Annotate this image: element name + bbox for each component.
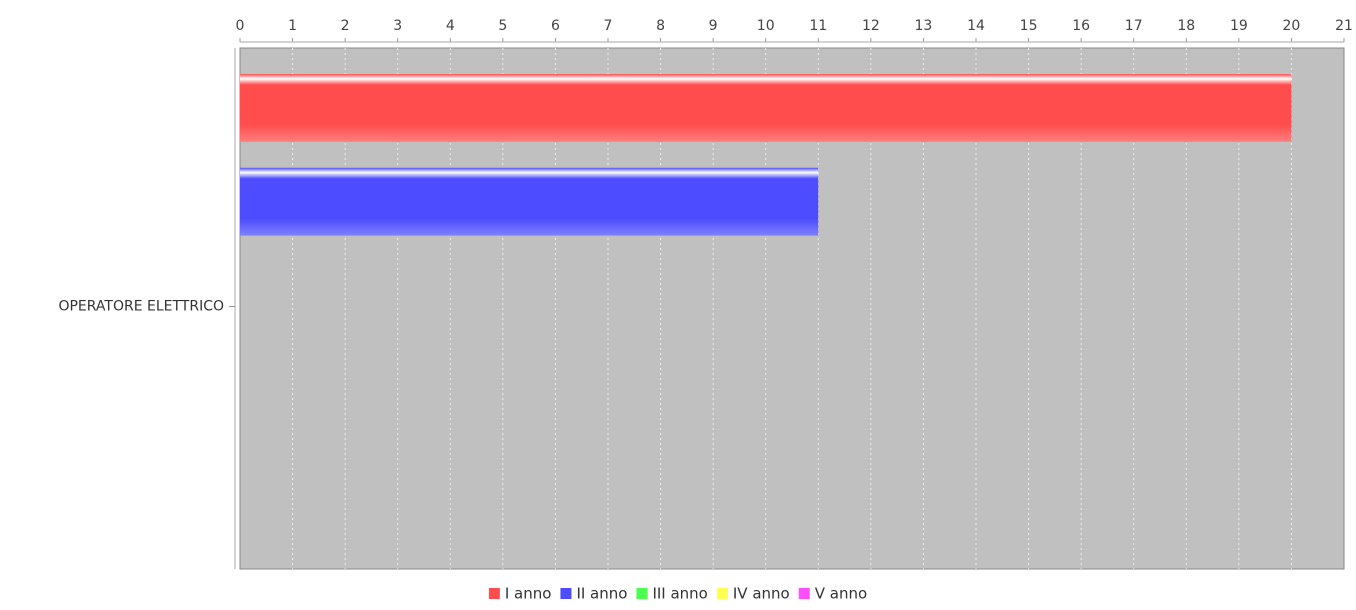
x-tick-label: 21: [1335, 18, 1353, 34]
x-tick-label: 0: [236, 18, 245, 34]
x-tick-label: 10: [757, 18, 775, 34]
x-tick-label: 4: [446, 18, 455, 34]
y-axis-categories: OPERATORE ELETTRICO: [58, 299, 235, 315]
legend-swatch: [798, 588, 810, 599]
legend-swatch: [636, 588, 648, 599]
x-tick-label: 11: [809, 18, 827, 34]
bar-i-anno: [240, 74, 1292, 142]
legend-item: II anno: [560, 585, 627, 603]
bar-ii-anno: [240, 167, 819, 236]
legend-item: V anno: [798, 585, 867, 603]
x-tick-label: 14: [967, 18, 985, 34]
x-tick-label: 7: [604, 18, 613, 34]
x-tick-label: 1: [288, 18, 297, 34]
legend-label: III anno: [652, 585, 707, 603]
x-tick-label: 3: [393, 18, 402, 34]
x-tick-label: 17: [1125, 18, 1143, 34]
x-tick-label: 6: [551, 18, 560, 34]
x-tick-label: 16: [1072, 18, 1090, 34]
x-tick-label: 5: [498, 18, 507, 34]
bars: [240, 74, 1292, 236]
x-tick-label: 8: [656, 18, 665, 34]
legend-label: II anno: [576, 585, 627, 603]
x-tick-label: 20: [1283, 18, 1301, 34]
x-tick-label: 12: [862, 18, 880, 34]
legend-label: IV anno: [733, 585, 790, 603]
x-tick-label: 19: [1230, 18, 1248, 34]
category-label: OPERATORE ELETTRICO: [58, 299, 224, 315]
x-axis-ticks: 0 1 2 3 4 5 6 7 8 9 10 11 12 13 14 15 16 17 18 19 20 21: [236, 18, 1353, 42]
legend-item: III anno: [636, 585, 708, 603]
x-tick-label: 2: [341, 18, 350, 34]
legend-label: V anno: [815, 585, 867, 603]
legend-label: I anno: [505, 585, 552, 603]
legend: I anno II anno III anno IV anno V anno: [488, 585, 867, 603]
legend-swatch: [488, 588, 500, 599]
legend-swatch: [716, 588, 728, 599]
legend-item: IV anno: [716, 585, 790, 603]
legend-swatch: [560, 588, 572, 599]
legend-item: I anno: [488, 585, 552, 603]
x-tick-label: 18: [1177, 18, 1195, 34]
x-tick-label: 13: [915, 18, 933, 34]
x-tick-label: 15: [1020, 18, 1038, 34]
x-tick-label: 9: [709, 18, 718, 34]
